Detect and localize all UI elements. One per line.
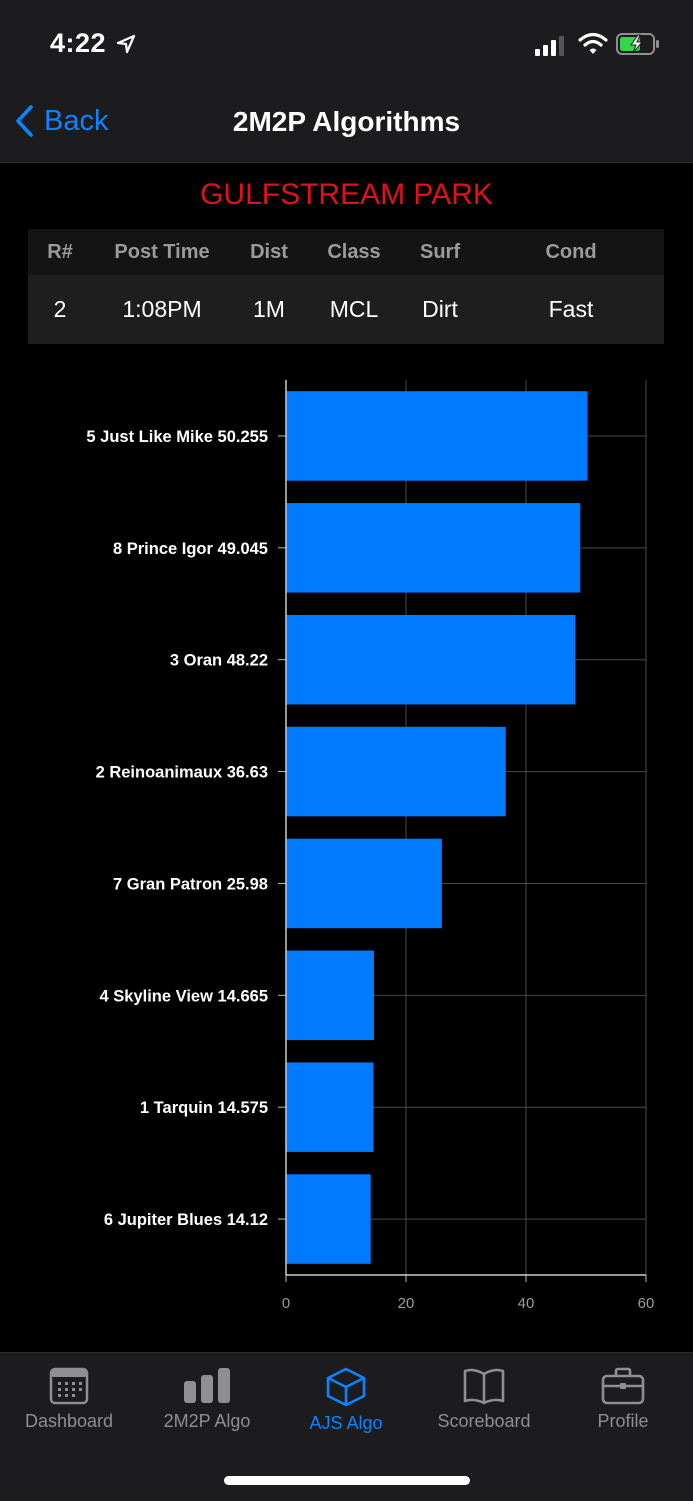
calendar-icon xyxy=(49,1367,89,1405)
bar xyxy=(286,950,374,1041)
back-label: Back xyxy=(44,104,109,137)
bar xyxy=(286,1174,371,1264)
status-bar: 4:22 xyxy=(0,0,693,90)
tab-label: Scoreboard xyxy=(437,1411,531,1431)
y-tick-label: 6 Jupiter Blues 14.12 xyxy=(104,1211,268,1229)
tab-profile[interactable]: Profile xyxy=(554,1367,692,1432)
y-tick-label: 4 Skyline View 14.665 xyxy=(100,987,268,1005)
value-post-time: 1:08PM xyxy=(122,296,202,322)
navigation-bar: Back 2M2P Algorithms xyxy=(0,90,693,163)
bar xyxy=(286,726,506,817)
x-tick-label: 40 xyxy=(518,1295,535,1312)
tab-dashboard[interactable]: Dashboard xyxy=(0,1367,138,1432)
bar-chart-icon xyxy=(184,1368,230,1403)
value-surface: Dirt xyxy=(422,296,458,322)
y-tick-label: 7 Gran Patron 25.98 xyxy=(113,875,268,893)
cube-icon xyxy=(326,1367,366,1407)
briefcase-icon xyxy=(601,1367,645,1405)
header-race-number: R# xyxy=(47,240,73,263)
algorithm-bar-chart: 0 20 40 60 5 Just Like Mike 50.255 8 Prince I… xyxy=(86,380,655,1312)
x-tick-label: 60 xyxy=(638,1295,655,1312)
value-condition: Fast xyxy=(548,296,594,322)
cellular-signal-icon xyxy=(535,36,564,56)
tab-2m2p-algo[interactable]: 2M2P Algo xyxy=(138,1367,276,1432)
header-surface: Surf xyxy=(420,240,460,263)
tab-label: Dashboard xyxy=(24,1411,114,1431)
race-info-value-row: 2 1:08PM 1M MCL Dirt Fast xyxy=(28,275,664,344)
y-tick-label: 1 Tarquin 14.575 xyxy=(140,1099,268,1117)
wifi-icon xyxy=(578,32,608,54)
tab-scoreboard[interactable]: Scoreboard xyxy=(415,1367,553,1432)
race-info-table: R# Post Time Dist Class Surf Cond 2 1:08… xyxy=(28,229,664,344)
tab-label: AJS Algo xyxy=(309,1413,383,1433)
tab-ajs-algo[interactable]: AJS Algo xyxy=(277,1367,415,1434)
header-class: Class xyxy=(327,240,381,263)
x-tick-label: 20 xyxy=(398,1295,415,1312)
bar xyxy=(286,503,581,593)
x-tick-label: 0 xyxy=(282,1295,290,1312)
location-arrow-icon xyxy=(116,34,136,54)
header-condition: Cond xyxy=(545,240,597,263)
tab-label: 2M2P Algo xyxy=(163,1411,251,1431)
value-distance: 1M xyxy=(253,296,285,322)
battery-charging-icon xyxy=(616,33,659,55)
y-tick-label: 8 Prince Igor 49.045 xyxy=(113,540,268,558)
tab-label: Profile xyxy=(597,1411,649,1431)
home-indicator xyxy=(224,1476,470,1485)
back-button[interactable]: Back xyxy=(14,104,108,138)
y-tick-label: 3 Oran 48.22 xyxy=(170,652,268,670)
bar xyxy=(286,391,588,481)
bar xyxy=(286,614,576,705)
bar xyxy=(286,838,442,929)
chevron-left-icon xyxy=(16,105,33,137)
race-info-header-row: R# Post Time Dist Class Surf Cond xyxy=(28,229,664,275)
bar xyxy=(286,1062,374,1152)
value-class: MCL xyxy=(329,296,379,322)
value-race-number: 2 xyxy=(53,296,67,322)
track-name: GULFSTREAM PARK xyxy=(200,178,493,211)
y-tick-label: 5 Just Like Mike 50.255 xyxy=(86,428,268,446)
header-post-time: Post Time xyxy=(114,240,210,263)
status-time: 4:22 xyxy=(50,28,107,58)
book-icon xyxy=(463,1368,505,1405)
header-distance: Dist xyxy=(250,240,288,263)
y-tick-label: 2 Reinoanimaux 36.63 xyxy=(96,764,268,782)
page-title: 2M2P Algorithms xyxy=(232,106,461,137)
